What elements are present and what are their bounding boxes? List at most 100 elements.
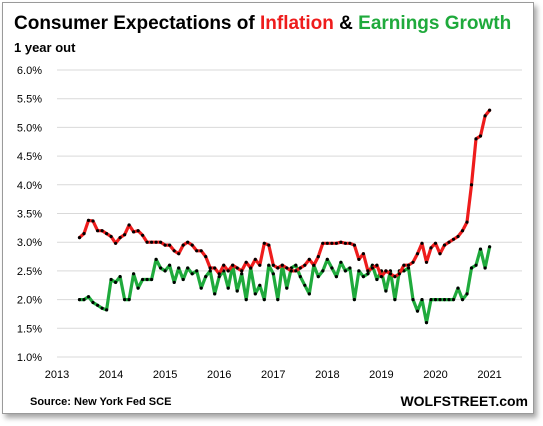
data-point-earnings-growth — [424, 321, 429, 325]
data-point-earnings-growth — [105, 308, 109, 312]
data-point-inflation — [397, 272, 401, 276]
data-point-earnings-growth — [168, 263, 172, 267]
data-point-inflation — [384, 269, 388, 273]
y-tick-label: 2.5% — [17, 266, 42, 278]
data-point-inflation — [77, 236, 82, 240]
data-point-earnings-growth — [109, 277, 113, 282]
data-point-earnings-growth — [145, 277, 149, 282]
data-point-inflation — [186, 240, 190, 244]
data-point-earnings-growth — [226, 286, 230, 290]
data-point-inflation — [334, 241, 338, 245]
data-point-inflation — [357, 257, 361, 261]
y-tick-label: 4.0% — [17, 180, 42, 192]
data-point-inflation — [415, 252, 420, 256]
data-point-inflation — [195, 249, 199, 253]
data-point-earnings-growth — [415, 309, 420, 313]
y-tick-label: 5.5% — [17, 94, 42, 106]
series-layer — [77, 108, 492, 325]
data-point-inflation — [420, 241, 424, 245]
data-point-inflation — [447, 240, 451, 244]
data-point-inflation — [136, 229, 140, 233]
data-point-earnings-growth — [244, 298, 248, 302]
data-point-earnings-growth — [438, 298, 442, 302]
data-point-earnings-growth — [298, 275, 302, 279]
data-point-inflation — [402, 263, 406, 267]
data-point-earnings-growth — [406, 266, 411, 270]
data-point-inflation — [168, 243, 172, 247]
data-point-earnings-growth — [411, 298, 415, 302]
grid-lines — [57, 69, 522, 358]
data-point-earnings-growth — [348, 266, 352, 270]
data-point-inflation — [208, 266, 212, 270]
y-tick-label: 4.5% — [17, 151, 42, 163]
data-point-inflation — [253, 257, 257, 261]
data-point-earnings-growth — [213, 292, 217, 296]
data-point-earnings-growth — [199, 286, 203, 290]
chart-subtitle: 1 year out — [14, 40, 76, 55]
data-point-inflation — [244, 260, 248, 264]
data-point-earnings-growth — [294, 263, 298, 267]
data-point-inflation — [478, 134, 483, 138]
data-point-earnings-growth — [258, 283, 262, 287]
data-point-earnings-growth — [86, 295, 91, 299]
data-point-earnings-growth — [150, 277, 154, 282]
data-point-inflation — [231, 263, 235, 267]
data-point-inflation — [190, 243, 194, 247]
series-inflation — [77, 108, 492, 279]
data-point-inflation — [276, 266, 280, 270]
data-point-inflation — [226, 269, 230, 273]
data-point-inflation — [451, 237, 456, 241]
x-tick-label: 2017 — [261, 369, 285, 381]
data-point-earnings-growth — [285, 286, 289, 290]
data-point-earnings-growth — [483, 266, 487, 270]
data-point-earnings-growth — [190, 272, 194, 276]
data-point-inflation — [217, 272, 221, 276]
data-point-inflation — [96, 229, 100, 233]
data-point-earnings-growth — [163, 269, 167, 273]
data-point-earnings-growth — [262, 298, 266, 302]
data-point-earnings-growth — [325, 257, 329, 261]
data-point-earnings-growth — [478, 247, 483, 251]
data-point-earnings-growth — [352, 298, 356, 302]
data-point-earnings-growth — [460, 298, 465, 302]
data-point-inflation — [199, 249, 203, 253]
data-point-earnings-growth — [334, 275, 338, 279]
data-point-inflation — [393, 275, 397, 279]
data-point-inflation — [424, 260, 429, 264]
data-point-earnings-growth — [208, 269, 212, 273]
data-point-earnings-growth — [204, 275, 208, 279]
data-point-inflation — [433, 241, 438, 245]
title-part-earnings: Earnings Growth — [358, 13, 511, 34]
data-point-earnings-growth — [451, 298, 456, 302]
data-point-inflation — [330, 241, 334, 245]
data-point-inflation — [163, 243, 167, 247]
data-point-inflation — [379, 275, 383, 279]
data-point-inflation — [303, 263, 307, 267]
y-tick-label: 2.0% — [17, 295, 42, 307]
data-point-inflation — [109, 234, 113, 239]
data-point-earnings-growth — [271, 272, 275, 276]
data-point-inflation — [352, 243, 356, 247]
data-point-earnings-growth — [343, 269, 347, 273]
data-point-inflation — [312, 263, 316, 267]
data-point-earnings-growth — [488, 245, 492, 249]
data-point-inflation — [82, 232, 86, 236]
data-point-inflation — [172, 249, 176, 253]
data-point-earnings-growth — [118, 275, 122, 279]
data-point-inflation — [235, 266, 239, 270]
data-point-inflation — [123, 233, 127, 237]
data-point-inflation — [488, 108, 492, 112]
data-point-earnings-growth — [217, 275, 221, 279]
data-point-inflation — [339, 240, 343, 244]
y-tick-label: 3.5% — [17, 209, 42, 221]
data-point-earnings-growth — [172, 280, 176, 284]
chart-title: Consumer Expectations of Inflation & Ear… — [14, 13, 511, 34]
title-part-inflation: Inflation — [260, 13, 334, 34]
data-point-inflation — [181, 243, 185, 247]
y-axis-ticks: 1.0% 1.5% 2.0% 2.5% 3.0% 3.5% 4.0% 4.5% 5.0% 5.5%… — [17, 65, 42, 364]
series-earnings-growth — [77, 245, 492, 325]
y-tick-label: 5.0% — [17, 122, 42, 134]
x-tick-label: 2016 — [207, 369, 231, 381]
data-point-earnings-growth — [474, 263, 478, 267]
data-point-inflation — [298, 266, 302, 270]
